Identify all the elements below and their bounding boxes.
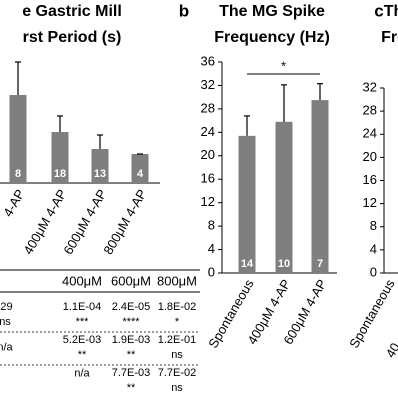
bar (131, 154, 149, 183)
bar (9, 95, 27, 183)
count-label: 7 (317, 258, 323, 270)
y-tick-label: 24 (201, 124, 215, 139)
table-header: 400μM (62, 273, 102, 288)
y-tick-label: 16 (201, 171, 215, 186)
p-value: .29 (0, 301, 13, 313)
x-tick-label: Spontaneous (346, 276, 398, 350)
chart-title: e Gastric Mill (22, 3, 122, 20)
y-tick-label: 20 (201, 147, 215, 162)
significance: **** (122, 316, 140, 328)
y-tick-label: 32 (363, 79, 377, 94)
significance: ns (0, 316, 11, 328)
panel-label: b (179, 1, 189, 20)
p-value: 1.2E-01 (158, 334, 197, 346)
y-tick-label: 8 (208, 218, 215, 233)
bar (275, 121, 293, 274)
significance: ** (127, 349, 136, 361)
x-tick-label: 4-AP (0, 187, 27, 220)
chart-title: Frequency (Hz) (214, 29, 330, 46)
y-tick-label: 16 (363, 172, 377, 187)
p-value: 1.8E-02 (158, 301, 197, 313)
p-value: n/a (74, 367, 90, 379)
y-tick-label: 24 (363, 126, 377, 141)
significance-label: * (281, 58, 286, 73)
count-label: 8 (15, 168, 21, 180)
p-value: 2.4E-05 (112, 301, 151, 313)
count-label: 13 (94, 168, 106, 180)
significance: ** (127, 382, 136, 394)
y-tick-label: 36 (201, 53, 215, 68)
p-value: 1.1E-04 (63, 301, 102, 313)
chart-title: rst Period (s) (23, 29, 122, 46)
y-tick-label: 8 (370, 218, 377, 233)
table-header: 600μM (111, 273, 151, 288)
x-tick-label: 40 (383, 340, 398, 360)
table-header: 800μM (157, 273, 197, 288)
significance: * (175, 316, 180, 328)
p-value: 1.9E-03 (112, 334, 151, 346)
significance: *** (76, 316, 90, 328)
count-label: 18 (54, 168, 66, 180)
y-tick-label: 12 (201, 194, 215, 209)
y-tick-label: 12 (363, 195, 377, 210)
count-label: 4 (137, 168, 144, 180)
count-label: 10 (278, 258, 290, 270)
p-value: 5.2E-03 (63, 334, 102, 346)
p-value: 7.7E-02 (158, 367, 197, 379)
bar (311, 100, 329, 273)
y-tick-label: 4 (370, 241, 377, 256)
y-tick-label: 28 (201, 100, 215, 115)
significance: ns (171, 349, 183, 361)
significance: ** (78, 349, 87, 361)
p-value: 7.7E-03 (112, 367, 151, 379)
bar (51, 132, 69, 183)
bar (91, 149, 109, 183)
panel-label: c (374, 1, 383, 20)
y-tick-label: 0 (370, 264, 377, 279)
y-tick-label: 0 (208, 264, 215, 279)
chart-title: The MG Spike (219, 3, 325, 20)
count-label: 14 (241, 258, 254, 270)
bar (238, 135, 256, 273)
p-value: n/a (0, 341, 14, 353)
y-tick-label: 20 (363, 149, 377, 164)
y-tick-label: 28 (363, 103, 377, 118)
y-tick-label: 32 (201, 77, 215, 92)
chart-title: The (384, 3, 398, 20)
y-tick-label: 4 (208, 241, 215, 256)
chart-title: Frec (381, 29, 398, 46)
significance: ns (171, 382, 183, 394)
